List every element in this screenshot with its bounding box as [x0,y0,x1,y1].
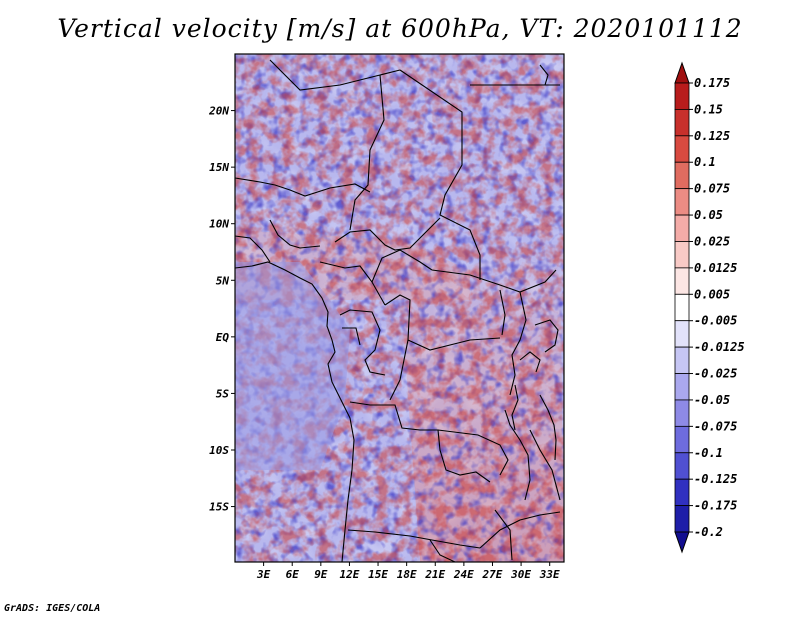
lon-tick-label: 24E [453,568,474,581]
colorbar-swatch [674,505,690,533]
colorbar-swatch [674,346,690,374]
lat-tick-label: 15S [209,501,229,514]
colorbar-swatch [674,320,690,348]
lon-tick-label: 30E [510,568,531,581]
lon-tick-label: 18E [397,568,417,581]
colorbar-level-label: -0.05 [694,393,730,407]
colorbar-swatch [674,452,690,480]
lat-tick-label: 15N [209,161,229,174]
latitude-axis: 20N 15N 10N 5N EQ 5S 10S 15S [208,105,235,514]
lon-tick-label: 15E [368,568,388,581]
colorbar-swatch [674,135,690,163]
colorbar: 0.175 0.15 0.125 0.1 0.075 0.05 0.025 0.0125 0.0… [674,61,745,554]
colorbar-level-label: 0.075 [694,182,730,196]
lon-tick-label: 12E [339,568,359,581]
colorbar-level-label: -0.075 [694,419,737,433]
colorbar-swatch [674,82,690,110]
colorbar-swatch [674,109,690,137]
velocity-field [235,54,564,562]
lat-tick-label: 20N [208,105,229,118]
map-title: Vertical velocity [m/s] at 600hPa, VT: 2… [57,14,743,43]
colorbar-swatch [674,373,690,401]
colorbar-level-label: 0.005 [694,287,730,301]
colorbar-swatch [674,478,690,506]
lon-tick-label: 33E [539,568,560,581]
colorbar-swatch [674,241,690,269]
colorbar-level-label: -0.2 [694,525,723,539]
colorbar-level-label: -0.175 [694,499,737,513]
coastlines-and-borders [235,59,561,562]
map-frame [234,53,565,563]
colorbar-bottom-arrow [674,531,690,554]
lat-tick-label: 10S [209,444,229,457]
colorbar-level-label: 0.125 [694,129,730,143]
colorbar-swatch [674,214,690,242]
colorbar-swatch [674,293,690,322]
lat-tick-label: EQ [216,331,230,344]
colorbar-top-arrow [674,61,690,84]
colorbar-swatch [674,267,690,295]
lon-tick-label: 3E [256,568,271,581]
colorbar-level-label: 0.15 [694,102,723,116]
colorbar-level-label: -0.025 [694,367,737,381]
colorbar-swatch [674,188,690,216]
lon-tick-label: 27E [482,568,503,581]
lat-tick-label: 10N [209,218,229,231]
colorbar-level-label: -0.0125 [694,340,745,354]
colorbar-level-label: 0.175 [694,76,730,90]
colorbar-level-label: -0.1 [694,446,723,460]
lat-tick-label: 5S [216,387,230,400]
colorbar-swatch [674,161,690,190]
colorbar-swatch [674,399,690,427]
lon-tick-label: 9E [314,568,328,581]
colorbar-level-label: 0.05 [694,208,723,222]
colorbar-level-label: -0.125 [694,472,737,486]
colorbar-level-label: 0.1 [694,155,716,169]
longitude-axis: 3E 6E 9E 12E 15E 18E 21E 24E 27E 30E 33E [256,562,560,581]
lon-tick-label: 6E [286,568,300,581]
lon-tick-label: 21E [424,568,445,581]
colorbar-level-label: 0.0125 [694,261,737,275]
lat-tick-label: 5N [216,274,230,287]
colorbar-level-label: 0.025 [694,234,730,248]
colorbar-swatch [674,425,690,454]
colorbar-level-label: -0.005 [694,314,737,328]
grads-credit: GrADS: IGES/COLA [4,603,101,614]
